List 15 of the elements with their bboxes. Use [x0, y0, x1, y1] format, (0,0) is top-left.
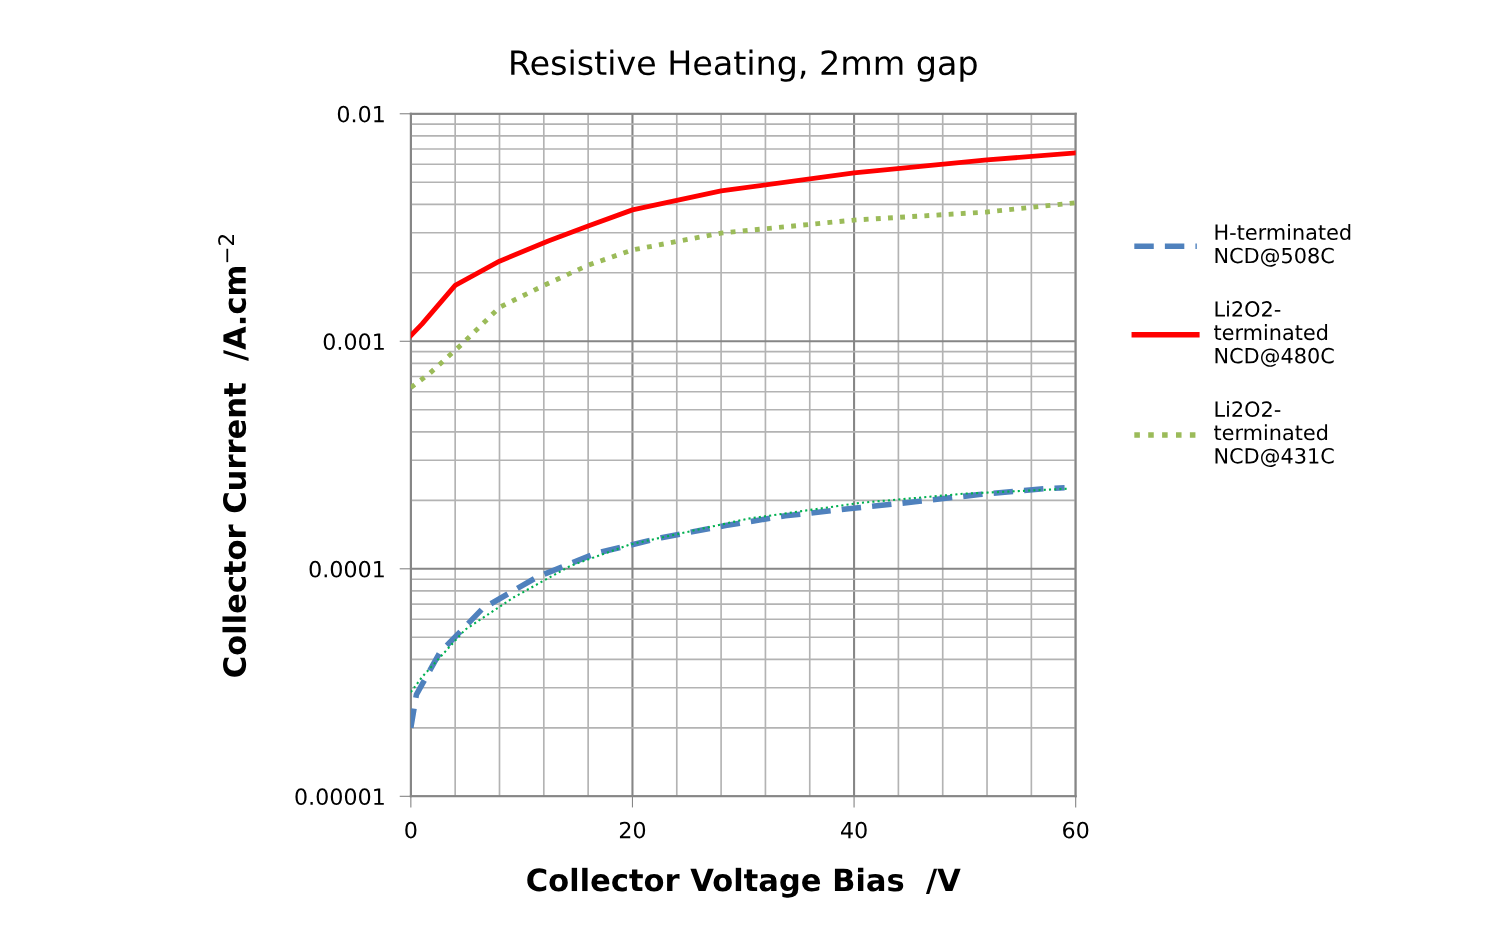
y-tick-label: 0.001	[323, 333, 384, 351]
chart-title: Resistive Heating, 2mm gap	[511, 49, 977, 82]
legend-label: Li2O2- terminated NCD@480C	[1214, 300, 1334, 367]
y-tick-label: 0.0001	[309, 560, 384, 578]
y-tick-label: 0.01	[337, 105, 384, 123]
legend-label: Li2O2- terminated NCD@431C	[1214, 400, 1334, 468]
x-tick-label: 0	[405, 821, 417, 839]
legend-label: H-terminated NCD@508C	[1215, 223, 1351, 267]
x-tick-label: 20	[619, 821, 646, 839]
x-tick-label: 60	[1063, 821, 1089, 839]
line-series	[410, 150, 1076, 338]
x-axis-title: Collector Voltage Bias /V	[527, 867, 961, 898]
x-tick-label: 40	[841, 821, 867, 839]
y-tick-label: 0.00001	[295, 788, 384, 806]
y-axis-title: Collector Current /A.cm$^{−2}$	[218, 235, 249, 677]
